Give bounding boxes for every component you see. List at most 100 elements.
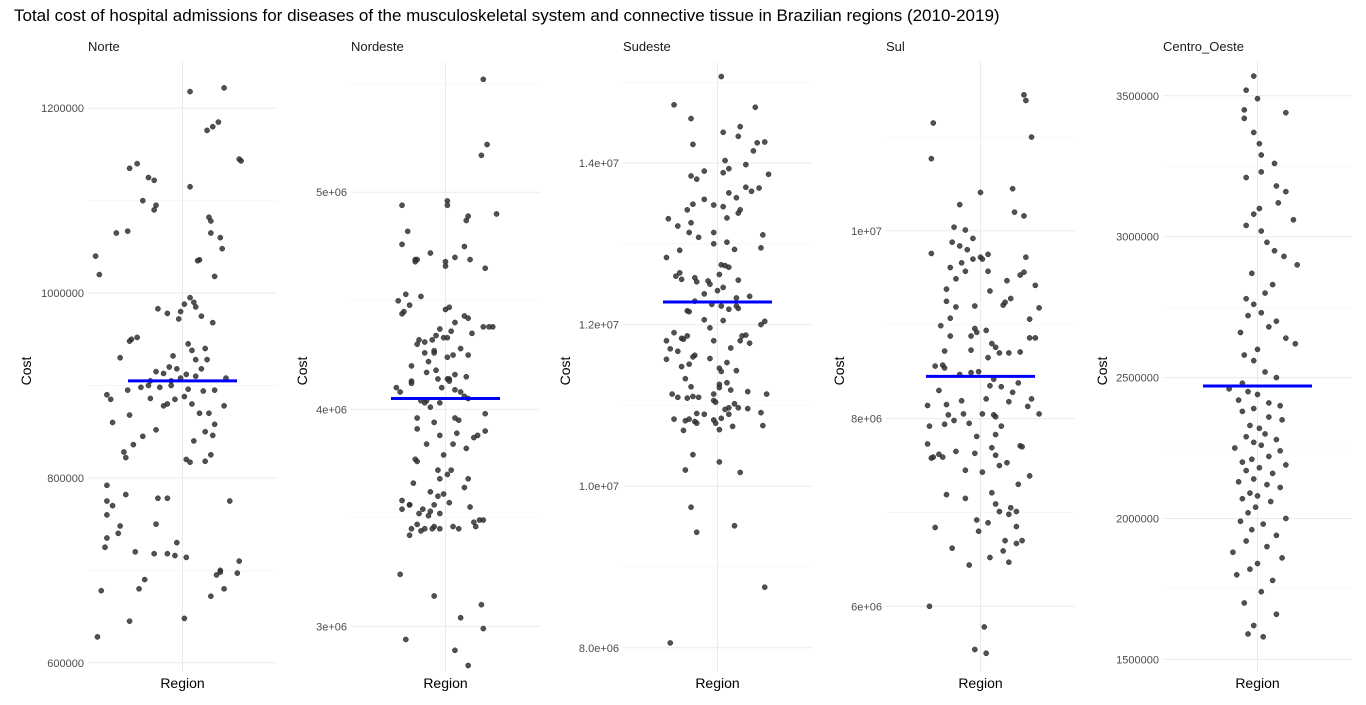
data-point <box>172 396 178 403</box>
data-point <box>1235 479 1242 485</box>
data-point <box>936 451 942 458</box>
data-point <box>438 384 445 391</box>
data-point <box>435 467 441 473</box>
data-point <box>1266 400 1272 406</box>
data-point <box>695 394 702 401</box>
data-point <box>1250 211 1257 217</box>
data-point <box>209 432 216 439</box>
data-point <box>735 210 742 216</box>
data-point <box>1273 611 1280 618</box>
data-point <box>206 410 212 417</box>
data-point <box>936 387 942 394</box>
data-point <box>985 268 991 275</box>
data-point <box>975 368 982 375</box>
data-point <box>761 139 768 145</box>
data-point <box>476 517 483 523</box>
data-point <box>450 441 456 447</box>
data-point <box>471 434 477 441</box>
data-point <box>215 119 222 125</box>
data-point <box>399 311 405 317</box>
data-point <box>1250 476 1257 482</box>
data-point <box>164 495 171 502</box>
data-point <box>1243 467 1249 474</box>
data-point <box>200 388 207 394</box>
data-point <box>1023 254 1029 261</box>
data-point <box>1241 600 1248 606</box>
data-point <box>716 459 723 465</box>
data-point <box>1243 222 1249 229</box>
data-point <box>1292 340 1299 347</box>
data-point <box>979 411 986 417</box>
data-point <box>418 528 424 534</box>
data-point <box>701 316 708 323</box>
data-point <box>924 441 931 447</box>
data-point <box>1249 456 1255 463</box>
data-point <box>166 364 173 370</box>
data-point <box>750 148 757 154</box>
data-point <box>941 348 948 354</box>
data-point <box>1266 414 1272 420</box>
data-point <box>437 432 443 439</box>
data-point <box>140 433 146 440</box>
data-point <box>675 394 681 401</box>
data-point <box>467 256 473 263</box>
data-point <box>187 183 193 190</box>
data-point <box>183 456 190 463</box>
centro_oeste-y-tick-label: 3500000 <box>1116 91 1159 103</box>
data-point <box>192 373 199 380</box>
data-point <box>752 104 759 111</box>
data-point <box>1000 548 1006 554</box>
data-point <box>756 185 762 191</box>
data-point <box>238 158 244 164</box>
data-point <box>461 243 468 250</box>
data-point <box>992 431 999 438</box>
data-point <box>675 223 681 229</box>
data-point <box>1013 508 1020 515</box>
data-point <box>469 330 475 337</box>
data-point <box>684 333 691 339</box>
data-point <box>663 356 670 363</box>
data-point <box>712 399 719 405</box>
data-point <box>403 636 409 643</box>
data-point <box>1260 633 1266 640</box>
data-point <box>431 350 437 356</box>
data-point <box>716 426 723 433</box>
data-point <box>202 458 208 465</box>
data-point <box>404 228 411 235</box>
data-point <box>701 168 708 174</box>
y-axis-title: Cost <box>557 357 573 386</box>
data-point <box>669 391 675 397</box>
data-point <box>423 441 430 447</box>
data-point <box>444 354 451 361</box>
data-point <box>1264 481 1270 488</box>
data-point <box>710 391 717 397</box>
data-point <box>221 85 227 91</box>
data-point <box>1009 185 1016 192</box>
data-point <box>688 115 694 122</box>
data-point <box>482 428 488 434</box>
data-point <box>947 264 954 271</box>
data-point <box>743 161 749 168</box>
data-point <box>410 480 417 486</box>
data-point <box>943 491 950 498</box>
data-point <box>727 387 734 393</box>
data-point <box>688 504 694 510</box>
data-point <box>1250 439 1257 446</box>
data-point <box>1258 442 1265 448</box>
data-point <box>126 618 133 624</box>
data-point <box>1256 140 1263 147</box>
data-point <box>949 239 955 245</box>
data-point <box>153 202 159 209</box>
data-point <box>716 384 723 391</box>
data-point <box>939 454 946 460</box>
data-point <box>676 247 683 254</box>
data-point <box>1002 537 1008 544</box>
data-point <box>465 315 471 321</box>
data-point <box>444 334 451 341</box>
data-point <box>1237 518 1244 525</box>
data-point <box>1262 431 1268 437</box>
data-point <box>964 246 971 253</box>
data-point <box>968 347 974 353</box>
data-point <box>446 378 453 384</box>
data-point <box>1279 417 1285 423</box>
